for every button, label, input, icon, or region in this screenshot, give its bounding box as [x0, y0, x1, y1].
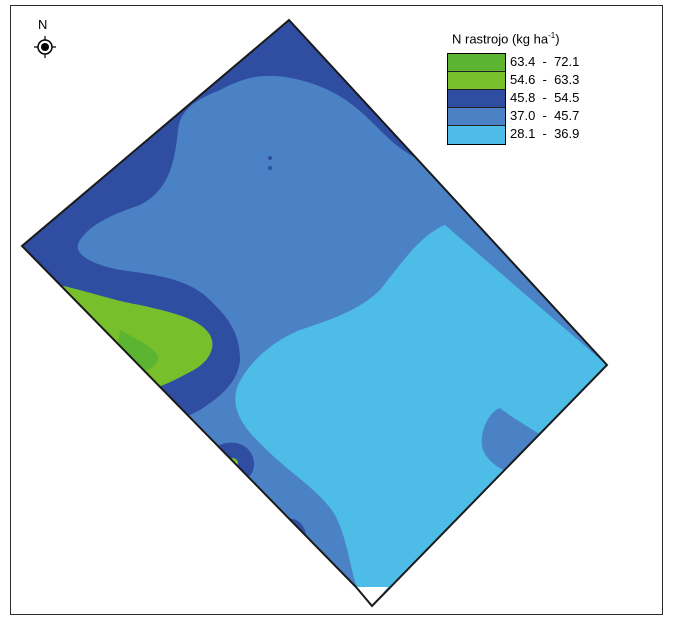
legend-range-label: 45.8 - 54.5 [510, 90, 580, 105]
field-notch [356, 587, 388, 606]
legend-range-label: 37.0 - 45.7 [510, 108, 580, 123]
zone-54-63-spot [228, 458, 238, 468]
legend-swatch [448, 72, 505, 90]
legend-swatch [448, 126, 505, 144]
zone-28-36 [235, 225, 607, 606]
legend-swatches [447, 53, 506, 145]
dark-dot-a [268, 156, 272, 160]
north-arrow-icon [34, 36, 56, 58]
legend-title: N rastrojo (kg ha-1) [452, 31, 560, 47]
legend-swatch [448, 108, 505, 126]
legend-labels: 63.4 - 72.1 54.6 - 63.3 45.8 - 54.5 37.0… [510, 53, 579, 143]
legend-swatch [448, 54, 505, 72]
zone-37-45-right [481, 408, 548, 474]
field-outline [20, 18, 609, 608]
legend-range-label: 28.1 - 36.9 [510, 126, 580, 141]
zone-63-72 [118, 330, 159, 372]
zone-54-63 [58, 285, 213, 388]
legend-range-label: 54.6 - 63.3 [510, 72, 580, 87]
north-label: N [38, 17, 48, 32]
dark-dot-b [268, 166, 272, 170]
legend-swatch [448, 90, 505, 108]
legend-range-label: 63.4 - 72.1 [510, 54, 580, 69]
